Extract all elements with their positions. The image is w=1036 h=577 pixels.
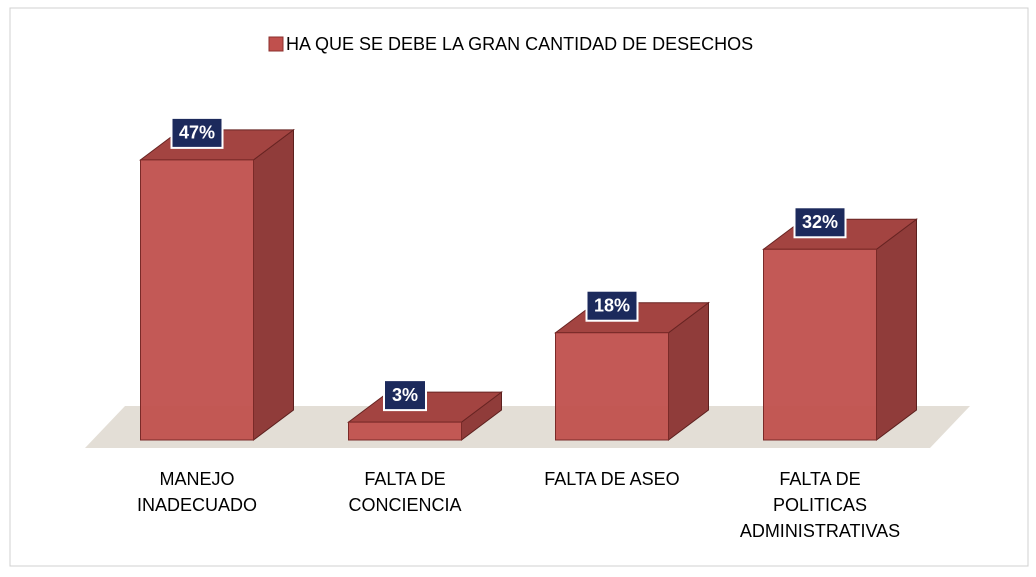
- value-label: 32%: [802, 212, 838, 232]
- bar: [139, 128, 295, 441]
- bar-side: [253, 128, 294, 441]
- x-tick-line: POLITICAS: [773, 495, 867, 515]
- value-label: 47%: [179, 123, 215, 143]
- x-tick-line: MANEJO: [159, 469, 234, 489]
- value-label-box: [383, 379, 427, 412]
- x-tick-label: FALTA DE POLITICAS ADMINISTRATIVAS: [740, 469, 900, 541]
- bar-front: [555, 332, 669, 441]
- x-tick-label: FALTA DE CONCIENCIA: [348, 469, 461, 515]
- bar-front: [348, 421, 462, 441]
- x-tick-line: ADMINISTRATIVAS: [740, 521, 900, 541]
- x-tick-line: INADECUADO: [137, 495, 257, 515]
- value-label-box: [585, 289, 639, 322]
- value-label-box: [793, 206, 847, 239]
- x-tick-line: FALTA DE: [364, 469, 445, 489]
- floor: [85, 406, 970, 448]
- value-label: 3%: [392, 385, 418, 405]
- legend-swatch: [268, 36, 284, 52]
- value-label-box: [170, 116, 224, 149]
- x-tick-line: FALTA DE: [779, 469, 860, 489]
- x-tick-line: CONCIENCIA: [348, 495, 461, 515]
- value-label: 18%: [594, 295, 630, 315]
- legend-label: HA QUE SE DEBE LA GRAN CANTIDAD DE DESEC…: [286, 34, 753, 54]
- x-tick-line: FALTA DE ASEO: [544, 469, 679, 489]
- x-tick-label: MANEJO INADECUADO: [137, 469, 257, 515]
- bar-front: [140, 159, 254, 441]
- bar-front: [763, 248, 877, 441]
- bar: [762, 218, 918, 441]
- bar: [554, 301, 710, 441]
- bar-side: [876, 218, 917, 441]
- x-tick-label: FALTA DE ASEO: [544, 469, 679, 489]
